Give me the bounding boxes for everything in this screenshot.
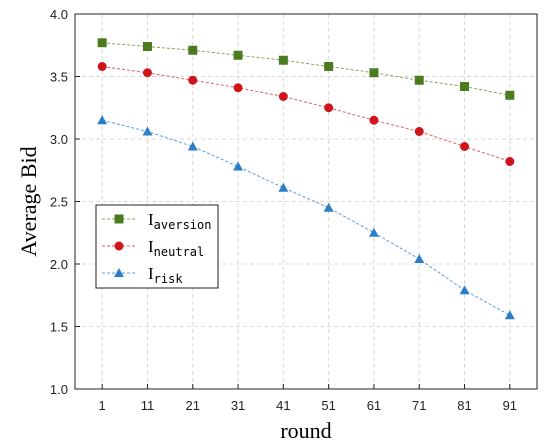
legend-label-neutral: Ineutral bbox=[148, 237, 204, 259]
data-point-risk bbox=[368, 227, 379, 237]
legend-label-main: I bbox=[148, 210, 154, 229]
data-point-risk bbox=[233, 161, 244, 171]
data-point-risk bbox=[414, 254, 425, 263]
data-point-risk bbox=[142, 126, 153, 136]
data-point-neutral bbox=[233, 83, 243, 93]
data-point-aversion bbox=[460, 82, 470, 91]
data-point-aversion bbox=[233, 50, 243, 60]
data-point-neutral bbox=[460, 142, 470, 151]
data-point-neutral bbox=[324, 103, 334, 113]
series-lines bbox=[102, 42, 511, 316]
legend-label-aversion: Iaversion bbox=[148, 210, 211, 232]
y-tick-label: 2.5 bbox=[50, 195, 68, 210]
data-point-neutral bbox=[414, 127, 424, 136]
data-point-risk bbox=[97, 115, 108, 125]
x-tick-label: 11 bbox=[141, 398, 155, 413]
legend-label-subscript: neutral bbox=[154, 245, 205, 259]
x-tick-label: 91 bbox=[503, 398, 517, 413]
series-line-aversion bbox=[102, 42, 510, 96]
data-point-aversion bbox=[324, 62, 334, 71]
data-point-aversion bbox=[505, 90, 515, 100]
data-point-risk bbox=[187, 141, 198, 151]
x-tick-label: 41 bbox=[276, 398, 290, 413]
data-point-aversion bbox=[414, 75, 424, 85]
x-tick-label: 51 bbox=[321, 398, 335, 413]
y-axis-ticks: 1.0 1.5 2.0 2.5 3.0 3.5 4.0 bbox=[50, 7, 80, 397]
data-point-risk bbox=[504, 310, 515, 320]
data-point-risk bbox=[459, 285, 470, 295]
data-point-aversion bbox=[188, 45, 198, 55]
x-axis-ticks: 1 11 21 31 41 51 61 71 81 91 bbox=[99, 384, 517, 413]
data-point-risk bbox=[278, 182, 289, 192]
data-point-neutral bbox=[97, 62, 107, 71]
legend-label-subscript: aversion bbox=[154, 218, 212, 232]
y-axis-title: Average Bid bbox=[16, 146, 41, 256]
data-point-aversion bbox=[97, 38, 107, 48]
data-point-aversion bbox=[369, 68, 379, 78]
legend-marker-neutral bbox=[114, 241, 124, 251]
legend-label-main: I bbox=[148, 264, 154, 283]
x-tick-label: 31 bbox=[231, 398, 245, 413]
series-markers bbox=[97, 38, 515, 320]
y-tick-label: 3.5 bbox=[50, 70, 68, 85]
series-line-neutral bbox=[102, 66, 510, 162]
x-tick-label: 81 bbox=[457, 398, 471, 413]
y-tick-label: 3.0 bbox=[50, 132, 68, 147]
legend-label-main: I bbox=[148, 237, 154, 256]
data-point-aversion bbox=[278, 55, 288, 65]
legend-label-risk: Irisk bbox=[148, 264, 183, 286]
data-point-neutral bbox=[142, 68, 152, 78]
data-point-neutral bbox=[505, 157, 515, 166]
legend-marker-risk bbox=[114, 268, 124, 277]
y-tick-label: 1.0 bbox=[50, 382, 68, 397]
data-point-risk bbox=[323, 202, 334, 212]
x-tick-label: 1 bbox=[99, 398, 106, 413]
y-tick-label: 2.0 bbox=[50, 257, 68, 272]
y-tick-label: 1.5 bbox=[50, 320, 68, 335]
series-line-risk bbox=[102, 119, 511, 316]
data-point-neutral bbox=[369, 115, 379, 125]
data-point-neutral bbox=[278, 92, 288, 101]
y-tick-label: 4.0 bbox=[50, 7, 68, 22]
legend-label-subscript: risk bbox=[154, 272, 184, 286]
x-tick-label: 21 bbox=[186, 398, 200, 413]
data-point-neutral bbox=[188, 75, 198, 85]
x-tick-label: 61 bbox=[367, 398, 381, 413]
data-point-aversion bbox=[142, 42, 152, 51]
legend-marker-aversion bbox=[114, 214, 124, 224]
x-tick-label: 71 bbox=[412, 398, 426, 413]
x-axis-title: round bbox=[280, 418, 331, 443]
